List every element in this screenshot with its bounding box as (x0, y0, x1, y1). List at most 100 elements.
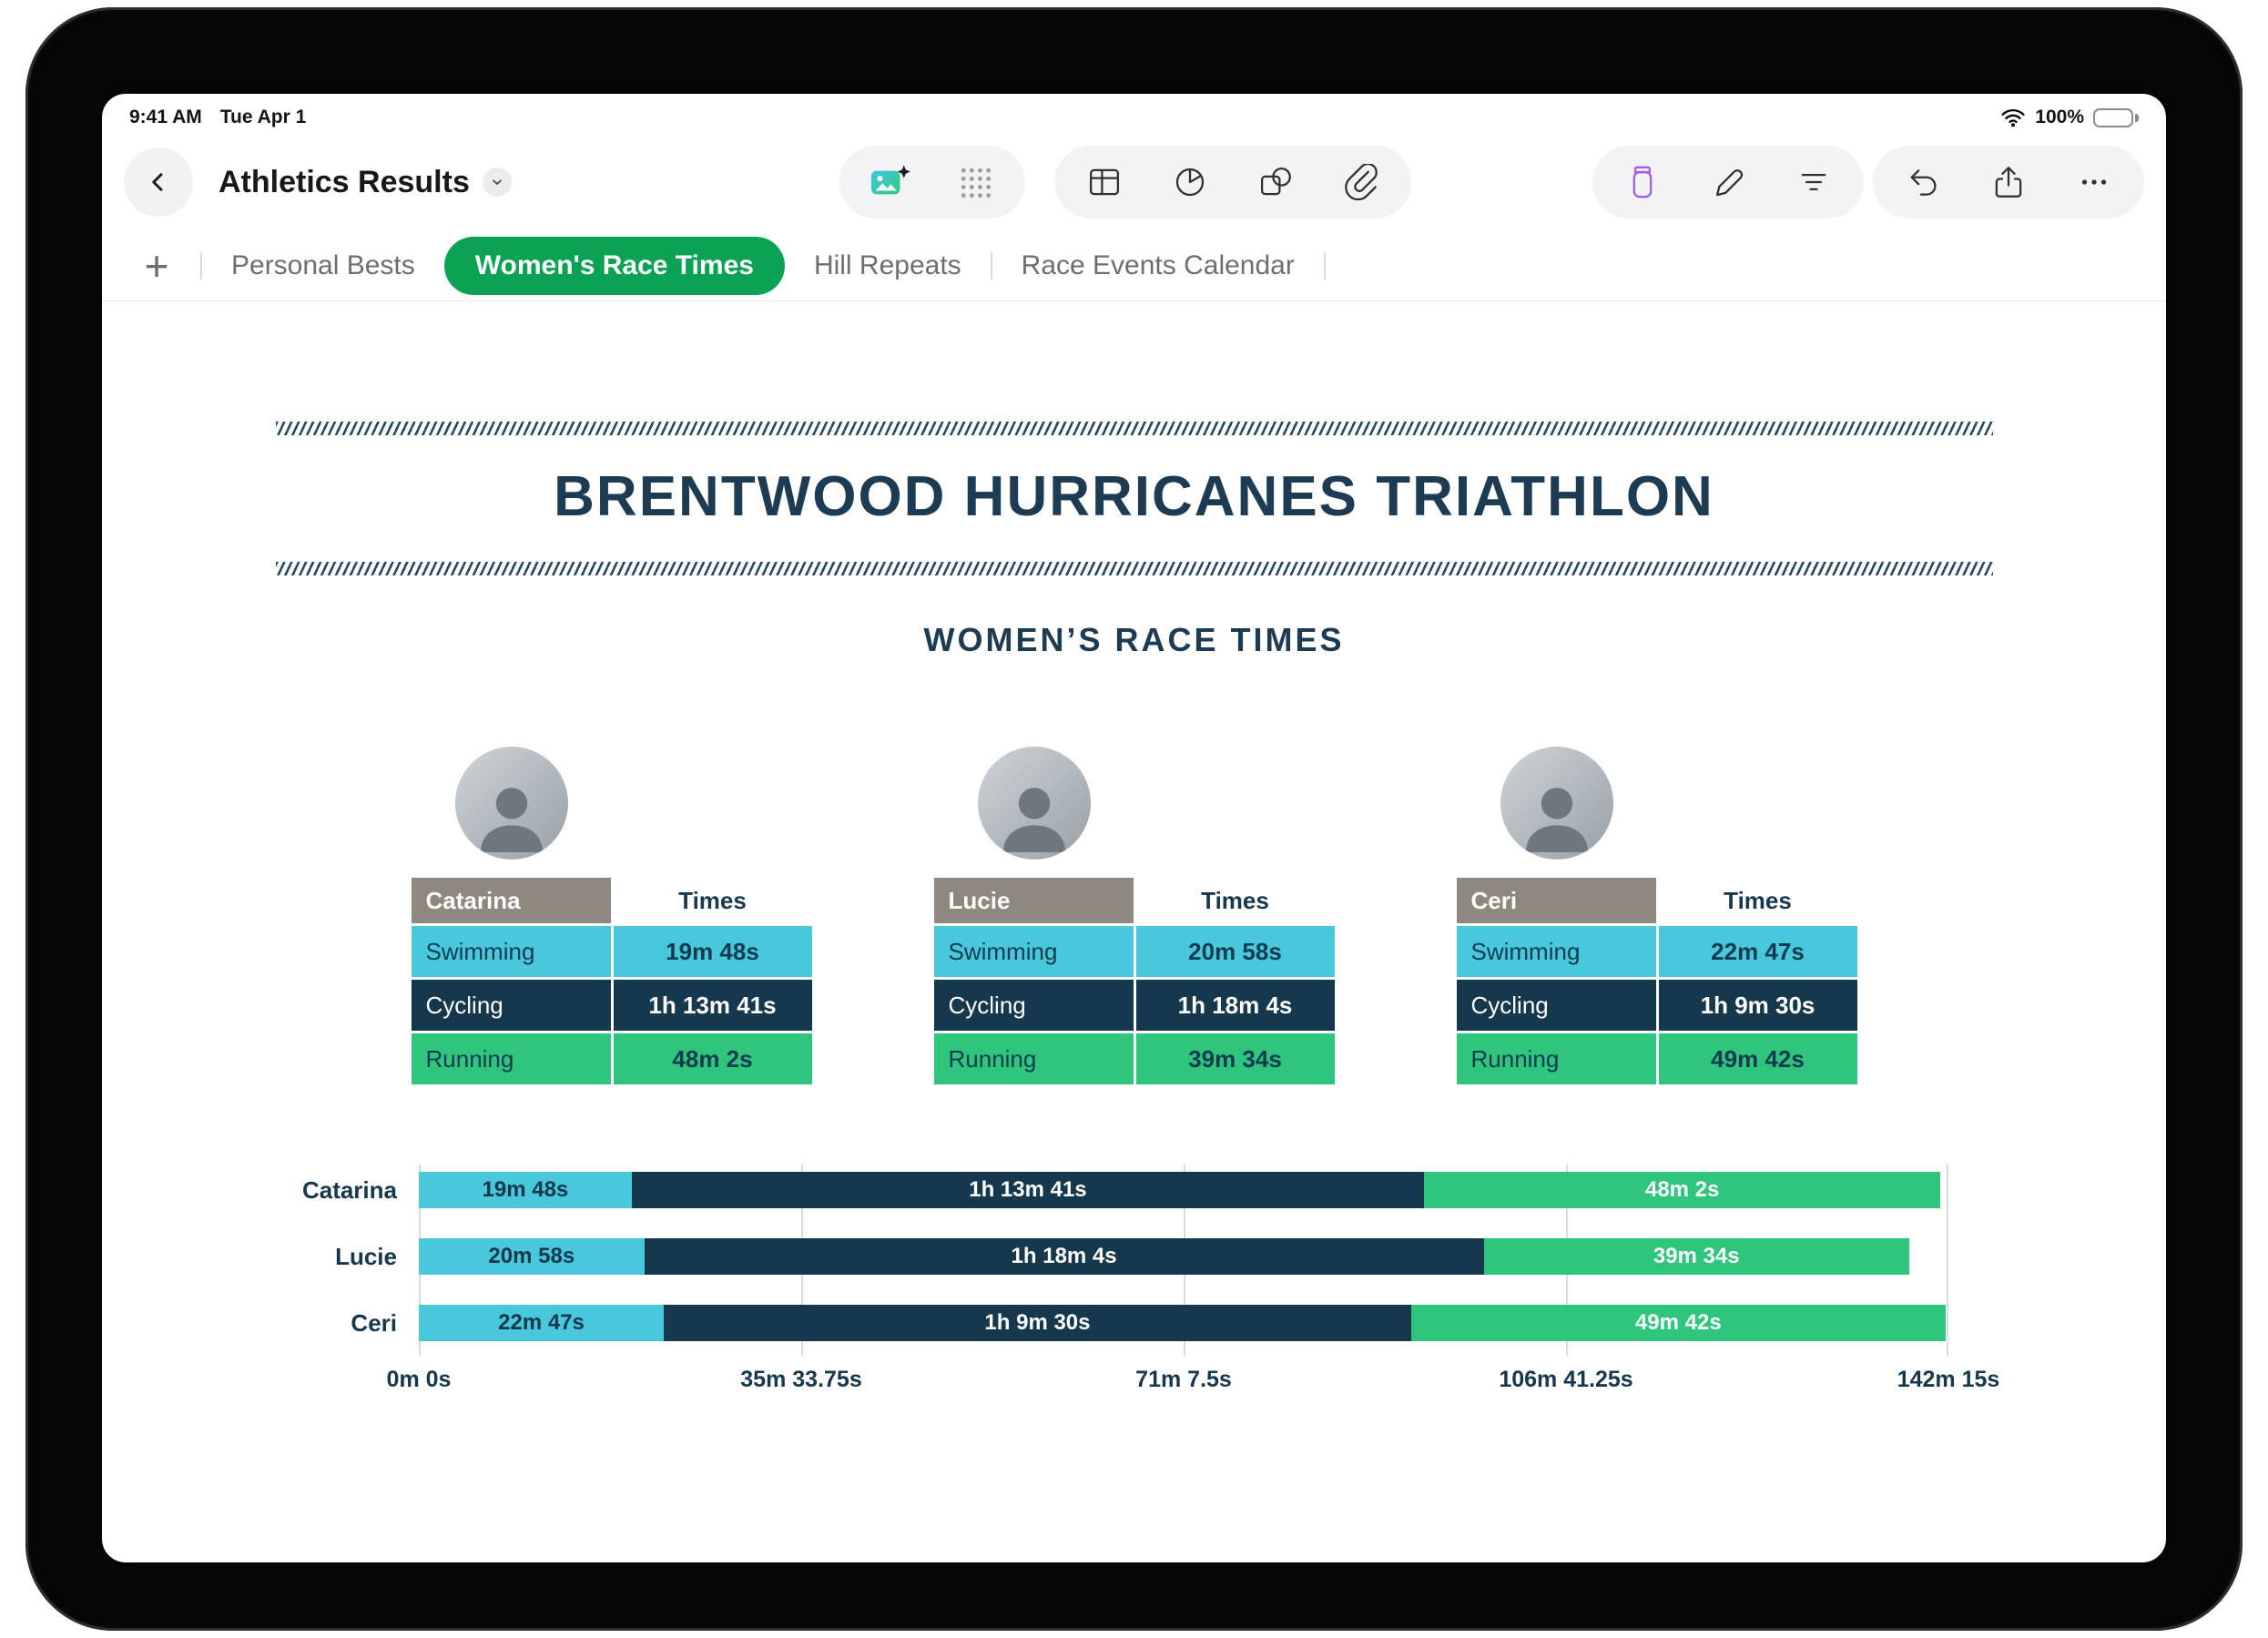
segment-cycling: 1h 18m 4s (644, 1238, 1484, 1275)
tab-divider (1323, 251, 1326, 280)
row-swimming-value[interactable]: 20m 58s (1135, 926, 1335, 977)
chart-category-label: Catarina (301, 1176, 397, 1204)
athlete-cards-row: Catarina Times Swimming 19m 48s Cycling … (102, 747, 2166, 1084)
sheet-subtitle[interactable]: WOMEN’S RACE TIMES (923, 621, 1345, 658)
segment-running: 49m 42s (1410, 1305, 1946, 1341)
athlete-card-ceri: Ceri Times Swimming 22m 47s Cycling 1h 9… (1456, 747, 1857, 1084)
ipad-frame: 9:41 AM Tue Apr 1 100% (25, 7, 2243, 1631)
row-swimming-label[interactable]: Swimming (411, 926, 611, 977)
row-running-value[interactable]: 39m 34s (1135, 1033, 1335, 1084)
battery-percent-label: 100% (2035, 107, 2084, 127)
pie-chart-icon (1175, 168, 1205, 197)
avatar-ceri[interactable] (1500, 747, 1613, 860)
insert-shape-button[interactable] (1233, 146, 1318, 219)
document-menu-button[interactable] (482, 168, 512, 197)
person-silhouette-icon (480, 788, 543, 852)
wifi-icon (2001, 108, 2025, 127)
attachment-button[interactable] (1318, 146, 1404, 219)
row-swimming-value[interactable]: 19m 48s (613, 926, 812, 977)
sheet-tab-bar: + Personal Bests Women's Race Times Hill… (102, 230, 2166, 301)
view-options-button[interactable] (1771, 146, 1856, 219)
table-times-header[interactable]: Times (1658, 878, 1857, 923)
insert-table-button[interactable] (1062, 146, 1147, 219)
times-table-lucie[interactable]: Lucie Times Swimming 20m 58s Cycling 1h … (933, 878, 1335, 1084)
actions-group (1873, 146, 2144, 219)
row-cycling-value[interactable]: 1h 18m 4s (1135, 980, 1335, 1031)
segment-cycling: 1h 13m 41s (631, 1172, 1425, 1208)
row-cycling-value[interactable]: 1h 9m 30s (1658, 980, 1857, 1031)
chart-row-lucie: Lucie 20m 58s 1h 18m 4s 39m 34s (335, 1238, 1948, 1275)
person-silhouette-icon (1002, 788, 1065, 852)
table-name-header[interactable]: Ceri (1456, 878, 1656, 923)
keypad-grid-icon (961, 168, 991, 198)
row-swimming-label[interactable]: Swimming (1456, 926, 1656, 977)
share-icon (1995, 167, 2022, 198)
athlete-card-lucie: Lucie Times Swimming 20m 58s Cycling 1h … (933, 747, 1335, 1084)
decorative-hatch-rule (275, 562, 1993, 575)
times-table-catarina[interactable]: Catarina Times Swimming 19m 48s Cycling … (411, 878, 812, 1084)
paperclip-icon (1345, 164, 1378, 200)
pencil-button[interactable] (1685, 146, 1771, 219)
axis-tick: 0m 0s (386, 1367, 452, 1392)
table-icon (1089, 168, 1120, 196)
race-times-stacked-bar-chart[interactable]: Catarina 19m 48s 1h 13m 41s 48m 2s Lucie… (235, 1165, 2000, 1407)
row-cycling-label[interactable]: Cycling (933, 980, 1134, 1031)
tab-hill-repeats[interactable]: Hill Repeats (809, 250, 967, 281)
undo-icon (1910, 169, 1937, 196)
table-times-header[interactable]: Times (613, 878, 812, 923)
add-sheet-button[interactable]: + (137, 245, 177, 287)
row-swimming-value[interactable]: 22m 47s (1658, 926, 1857, 977)
table-name-header[interactable]: Lucie (933, 878, 1134, 923)
segment-running: 48m 2s (1424, 1172, 1941, 1208)
avatar-catarina[interactable] (454, 747, 568, 860)
row-running-value[interactable]: 49m 42s (1658, 1033, 1857, 1084)
sheet-title[interactable]: BRENTWOOD HURRICANES TRIATHLON (554, 465, 1714, 528)
athlete-card-catarina: Catarina Times Swimming 19m 48s Cycling … (411, 747, 812, 1084)
chart-plot: Catarina 19m 48s 1h 13m 41s 48m 2s Lucie… (302, 1165, 1948, 1356)
insert-object-group (1054, 146, 1411, 219)
chevron-down-icon (492, 179, 502, 185)
segment-running: 39m 34s (1483, 1238, 1909, 1275)
pencil-icon (1715, 169, 1744, 197)
more-button[interactable] (2051, 146, 2137, 219)
tab-race-events-calendar[interactable]: Race Events Calendar (1016, 250, 1300, 281)
insert-media-icon (870, 165, 910, 195)
keypad-grid-button[interactable] (932, 146, 1018, 219)
times-table-ceri[interactable]: Ceri Times Swimming 22m 47s Cycling 1h 9… (1456, 878, 1857, 1084)
chart-row-catarina: Catarina 19m 48s 1h 13m 41s 48m 2s (302, 1172, 1948, 1208)
document-title[interactable]: Athletics Results (219, 164, 470, 199)
chart-x-axis: 0m 0s 35m 33.75s 71m 7.5s 106m 41.25s 14… (387, 1367, 2000, 1407)
chart-row-ceri: Ceri 22m 47s 1h 9m 30s 49m 42s (351, 1305, 1948, 1341)
format-group (1592, 146, 1864, 219)
chart-category-label: Lucie (335, 1243, 397, 1270)
row-cycling-value[interactable]: 1h 13m 41s (613, 980, 812, 1031)
format-style-button[interactable] (1600, 146, 1685, 219)
table-name-header[interactable]: Catarina (411, 878, 611, 923)
segment-swimming: 22m 47s (419, 1305, 665, 1341)
table-times-header[interactable]: Times (1135, 878, 1335, 923)
paint-jar-icon (1632, 166, 1653, 198)
row-running-value[interactable]: 48m 2s (613, 1033, 812, 1084)
screen: 9:41 AM Tue Apr 1 100% (102, 94, 2166, 1562)
insert-group (839, 146, 1025, 219)
sheet-canvas[interactable]: BRENTWOOD HURRICANES TRIATHLON WOMEN’S R… (102, 422, 2166, 1407)
undo-button[interactable] (1880, 146, 1966, 219)
gridline (1947, 1165, 1948, 1356)
insert-chart-button[interactable] (1147, 146, 1233, 219)
back-button[interactable] (124, 148, 193, 217)
share-button[interactable] (1966, 146, 2051, 219)
axis-tick: 71m 7.5s (1135, 1367, 1232, 1392)
row-swimming-label[interactable]: Swimming (933, 926, 1134, 977)
row-running-label[interactable]: Running (411, 1033, 611, 1084)
axis-tick: 142m 15s (1897, 1367, 2000, 1392)
tab-personal-bests[interactable]: Personal Bests (226, 250, 421, 281)
row-running-label[interactable]: Running (1456, 1033, 1656, 1084)
avatar-lucie[interactable] (977, 747, 1091, 860)
status-time: 9:41 AM (129, 107, 202, 127)
row-running-label[interactable]: Running (933, 1033, 1134, 1084)
tab-womens-race-times[interactable]: Women's Race Times (443, 236, 785, 295)
axis-tick: 35m 33.75s (740, 1367, 862, 1392)
row-cycling-label[interactable]: Cycling (1456, 980, 1656, 1031)
row-cycling-label[interactable]: Cycling (411, 980, 611, 1031)
insert-media-button[interactable] (847, 146, 932, 219)
